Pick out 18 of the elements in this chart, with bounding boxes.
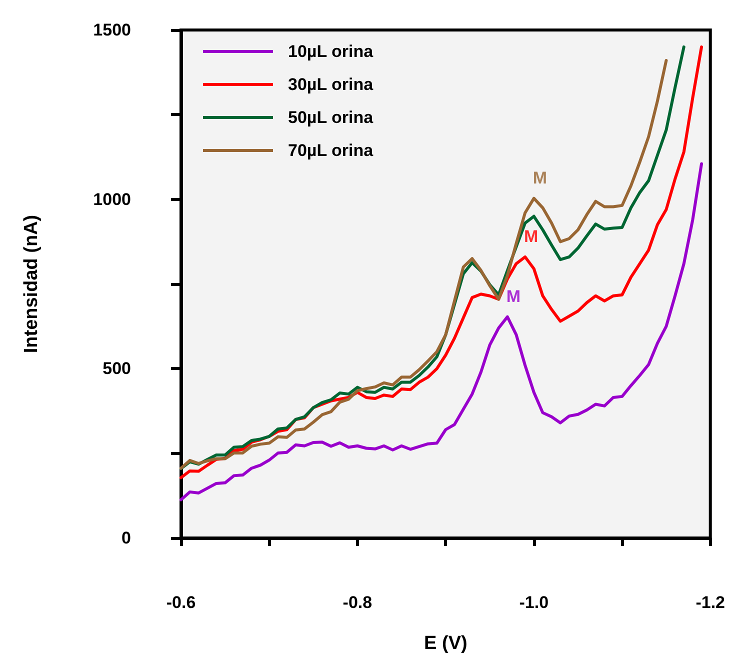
y-axis-title: Intensidad (nA)	[21, 214, 42, 354]
legend-label: 10µL orina	[288, 42, 374, 61]
y-tick-label: 500	[102, 359, 131, 378]
y-tick-label: 1000	[93, 190, 131, 209]
y-tick-label: 0	[122, 528, 131, 548]
legend-label: 50µL orina	[288, 108, 374, 127]
x-tick-label: -1.0	[519, 593, 549, 612]
annotation: M	[524, 226, 538, 246]
y-tick-label: 1500	[93, 20, 131, 40]
x-tick-label: -0.6	[166, 593, 196, 612]
annotation: M	[506, 286, 521, 306]
x-tick-label: -1.2	[696, 593, 725, 612]
annotation: M	[532, 168, 547, 188]
x-axis-title: E (V)	[424, 633, 468, 654]
line-series	[180, 162, 704, 502]
legend-label: 30µL orina	[288, 75, 374, 94]
x-tick-label: -0.8	[342, 593, 372, 612]
legend-label: 70µL orina	[288, 141, 374, 160]
